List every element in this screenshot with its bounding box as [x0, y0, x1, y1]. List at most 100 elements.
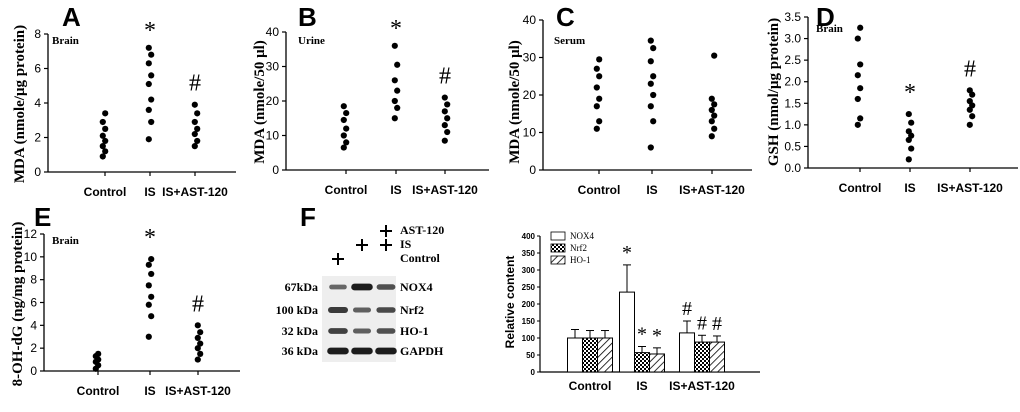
- data-point: [596, 95, 603, 102]
- data-point: [340, 132, 347, 139]
- blot-band: [329, 284, 347, 290]
- data-point: [148, 72, 155, 79]
- data-point: [197, 329, 204, 336]
- panel-c-ylabel: MDA (nmole/50 μl): [507, 40, 523, 164]
- data-point: [343, 109, 350, 117]
- data-point: [391, 42, 398, 49]
- data-point: [711, 112, 718, 119]
- y-tick-label: 0.5: [784, 139, 801, 153]
- data-point: [708, 133, 715, 140]
- y-tick-label: 2.0: [784, 75, 801, 89]
- data-point: [854, 121, 861, 128]
- data-point: [650, 45, 657, 52]
- data-point: [391, 97, 398, 105]
- data-point: [102, 137, 109, 145]
- data-point: [148, 51, 155, 58]
- data-point: [441, 94, 448, 101]
- data-point: [343, 139, 350, 146]
- y-tick-label: 10: [24, 250, 38, 264]
- data-point: [905, 110, 912, 118]
- blot-band: [376, 307, 396, 313]
- treatment-label-ast120: AST-120: [400, 223, 444, 237]
- bar: [649, 353, 665, 373]
- panel-e-letter: E: [34, 202, 51, 232]
- blot-labels: AST-120 IS Control: [400, 223, 444, 265]
- y-tick-label: 0.0: [784, 161, 801, 175]
- data-point: [391, 115, 398, 122]
- y-tick-label: 20: [523, 88, 537, 102]
- data-point: [340, 116, 347, 124]
- bar: [634, 352, 650, 373]
- significance-mark: *: [390, 16, 402, 42]
- panel-b-ylabel: MDA (nmole/50 μl): [252, 40, 268, 164]
- y-tick-label: 2: [30, 341, 37, 355]
- data-point: [148, 96, 155, 103]
- significance-mark: #: [192, 291, 204, 317]
- significance-mark: *: [144, 18, 156, 44]
- y-tick-label: 50: [526, 351, 535, 360]
- data-point: [145, 44, 152, 51]
- legend-label: HO-1: [570, 255, 591, 265]
- legend-label: Nrf2: [570, 243, 587, 253]
- data-point: [148, 118, 155, 126]
- data-point: [596, 56, 603, 63]
- bar-chart-f: 0 50 100 150 200 250 300 350 400 * # * # * # Control IS I…: [522, 231, 760, 393]
- data-point: [908, 145, 915, 152]
- data-point: [194, 110, 201, 117]
- y-tick-label: 150: [522, 317, 536, 326]
- blot-band: [376, 328, 396, 334]
- x-tick-label: IS+AST-120: [937, 181, 1003, 195]
- data-point: [194, 334, 201, 341]
- y-tick-label: 0: [531, 368, 536, 377]
- panel-d-tag: Brain: [816, 23, 843, 35]
- blot-band: [327, 347, 349, 355]
- y-tick-label: 2.5: [784, 53, 801, 67]
- x-tick-label: IS+AST-120: [162, 185, 228, 199]
- data-point: [444, 101, 451, 108]
- x-tick-label: Control: [84, 185, 127, 199]
- data-point: [99, 132, 106, 139]
- panel-f-letter: F: [300, 202, 316, 232]
- data-point: [394, 104, 401, 111]
- data-point: [650, 118, 657, 125]
- panel-c-letter: C: [556, 2, 575, 32]
- y-tick-label: 1.5: [784, 96, 801, 110]
- data-point: [99, 118, 106, 126]
- data-point: [650, 91, 657, 99]
- blot-band: [328, 328, 348, 334]
- blot-band: [353, 328, 371, 334]
- data-point: [191, 118, 198, 126]
- data-point: [966, 98, 973, 105]
- data-point: [647, 80, 654, 87]
- significance-mark: *: [622, 242, 632, 264]
- panel-d-ylabel: GSH (nmol/μg protein): [766, 18, 782, 166]
- blot-band: [353, 307, 371, 313]
- scatter-panel-c: 0 10 20 30 40 Control IS IS+AST-120: [523, 13, 752, 197]
- data-point: [857, 85, 864, 92]
- data-point: [148, 313, 155, 320]
- x-tick-label: IS: [144, 185, 155, 199]
- blot-protein-gapdh: GAPDH: [400, 344, 444, 358]
- y-tick-label: 350: [522, 249, 536, 258]
- data-point: [148, 256, 155, 263]
- panel-a-ylabel: MDA (nmole/μg protein): [12, 25, 28, 183]
- panel-a-tag: Brain: [52, 35, 79, 47]
- data-point: [394, 61, 401, 68]
- bar: [582, 337, 598, 373]
- legend-swatch: [550, 243, 566, 253]
- bar: [679, 332, 695, 373]
- significance-mark: #: [712, 313, 722, 335]
- y-tick-label: 300: [522, 266, 536, 275]
- panel-f: F Relative content: [300, 202, 517, 348]
- y-tick-label: 40: [266, 25, 280, 39]
- x-tick-label: IS+AST-120: [669, 379, 735, 393]
- scatter-panel-e: 0 2 4 6 8 10 12 Control IS IS+AST-120 * #: [24, 225, 240, 398]
- panel-e-ylabel: 8-OH-dG (ng/mg protein): [10, 222, 26, 387]
- data-point: [593, 125, 600, 132]
- blot-kda-nrf2: 100 kDa: [276, 303, 318, 317]
- blot-protein-nox4: NOX4: [400, 280, 433, 294]
- y-tick-label: 10: [266, 129, 280, 143]
- bar: [709, 341, 725, 373]
- data-point: [650, 73, 657, 80]
